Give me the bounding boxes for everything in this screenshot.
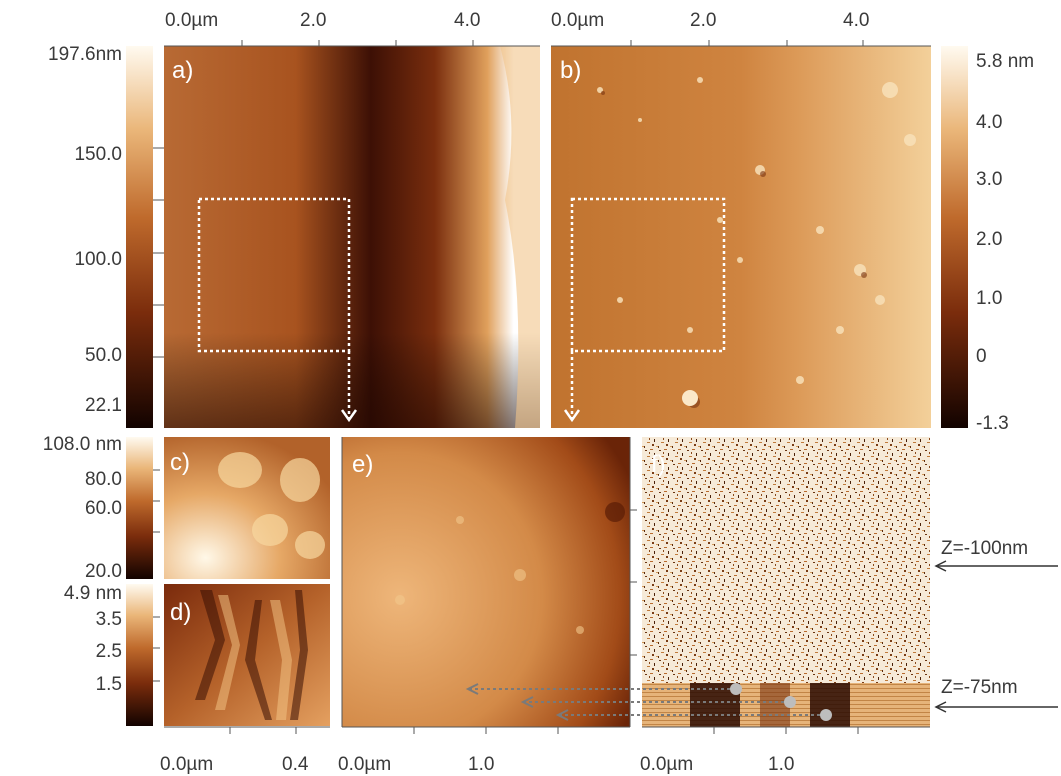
colorbar-a-tick-100: 100.0 <box>74 249 122 270</box>
panel-a-arrow-head <box>340 409 358 423</box>
colorbar-c-tick-80: 80.0 <box>85 469 122 490</box>
top-a-tick-0: 0.0µm <box>165 10 218 31</box>
panel-a: a) <box>164 46 540 428</box>
colorbar-b: 5.8 nm 4.0 3.0 2.0 1.0 0 -1.3 <box>941 46 1034 434</box>
colorbar-b-tick-2: 2.0 <box>976 229 1002 250</box>
top-a-tick-1: 2.0 <box>300 10 326 31</box>
bottom-f-tick-0: 0.0µm <box>640 754 693 775</box>
top-axis-b: 0.0µm 2.0 4.0 <box>551 10 931 47</box>
z-label-100: Z=-100nm <box>941 538 1028 559</box>
z-label-75: Z=-75nm <box>941 677 1018 698</box>
colorbar-b-tick-4: 4.0 <box>976 112 1002 133</box>
bottom-axis-e: 0.0µm 1.0 <box>338 726 630 775</box>
colorbar-a-tick-50: 50.0 <box>85 345 122 366</box>
panel-e-image <box>342 437 630 727</box>
colorbar-c: 108.0 nm 80.0 60.0 20.0 <box>43 434 160 582</box>
panel-f-label: f) <box>651 451 666 478</box>
colorbar-d-max: 4.9 nm <box>64 583 122 604</box>
panel-b-arrow-head <box>563 409 581 423</box>
panel-c: c) <box>164 437 330 579</box>
colorbar-d-tick-1.5: 1.5 <box>96 674 122 695</box>
colorbar-c-max: 108.0 nm <box>43 434 122 455</box>
colorbar-b-tick-3: 3.0 <box>976 169 1002 190</box>
colorbar-a-tick-150: 150.0 <box>74 144 122 165</box>
trace-marker-2 <box>784 696 796 708</box>
top-b-tick-2: 4.0 <box>843 10 869 31</box>
bottom-f-tick-1: 1.0 <box>768 754 794 775</box>
bottom-axis-f: 0.0µm 1.0 <box>640 726 930 775</box>
panel-c-label: c) <box>170 449 190 476</box>
bottom-cd-tick-1: 0.4 <box>282 754 309 775</box>
trace-marker-1 <box>730 683 742 695</box>
colorbar-a-min: 22.1 <box>85 395 122 416</box>
colorbar-d: 4.9 nm 3.5 2.5 1.5 <box>64 583 160 726</box>
colorbar-b-tick-0: 0 <box>976 346 987 367</box>
panel-f: f) <box>642 437 930 727</box>
z-annotation-75: Z=-75nm <box>934 677 1058 713</box>
top-b-tick-0: 0.0µm <box>551 10 604 31</box>
bottom-cd-tick-0: 0.0µm <box>160 754 213 775</box>
panel-b-selection-box <box>570 197 726 353</box>
bottom-e-tick-0: 0.0µm <box>338 754 391 775</box>
colorbar-b-max: 5.8 nm <box>976 51 1034 72</box>
bottom-e-tick-1: 1.0 <box>468 754 494 775</box>
bottom-axis-cd: 0.0µm 0.4 <box>160 726 330 775</box>
trace-marker-3 <box>820 709 832 721</box>
colorbar-d-tick-3.5: 3.5 <box>96 609 122 630</box>
colorbar-d-tick-2.5: 2.5 <box>96 641 122 662</box>
panel-d-label: d) <box>170 599 191 626</box>
panel-b-image <box>551 46 931 428</box>
panel-b: b) <box>551 46 931 428</box>
panel-a-label: a) <box>172 57 193 84</box>
panel-e: e) <box>341 437 637 727</box>
panel-e-label: e) <box>352 451 373 478</box>
top-axis-a: 0.0µm 2.0 4.0 <box>164 10 540 47</box>
colorbar-a-max: 197.6nm <box>48 44 122 65</box>
colorbar-b-tick-1: 1.0 <box>976 288 1002 309</box>
top-a-tick-2: 4.0 <box>454 10 480 31</box>
top-b-tick-1: 2.0 <box>690 10 716 31</box>
colorbar-c-tick-60: 60.0 <box>85 498 122 519</box>
colorbar-b-min: -1.3 <box>976 413 1009 434</box>
panel-d: d) <box>164 584 330 726</box>
trace-arrows <box>465 683 820 721</box>
colorbar-c-tick-20: 20.0 <box>85 561 122 582</box>
colorbar-a: 197.6nm 150.0 100.0 50.0 22.1 <box>48 44 164 428</box>
panel-a-selection-box <box>197 197 351 353</box>
z-annotation-100: Z=-100nm <box>934 538 1058 572</box>
panel-b-label: b) <box>560 57 581 84</box>
panel-f-image <box>642 437 930 683</box>
